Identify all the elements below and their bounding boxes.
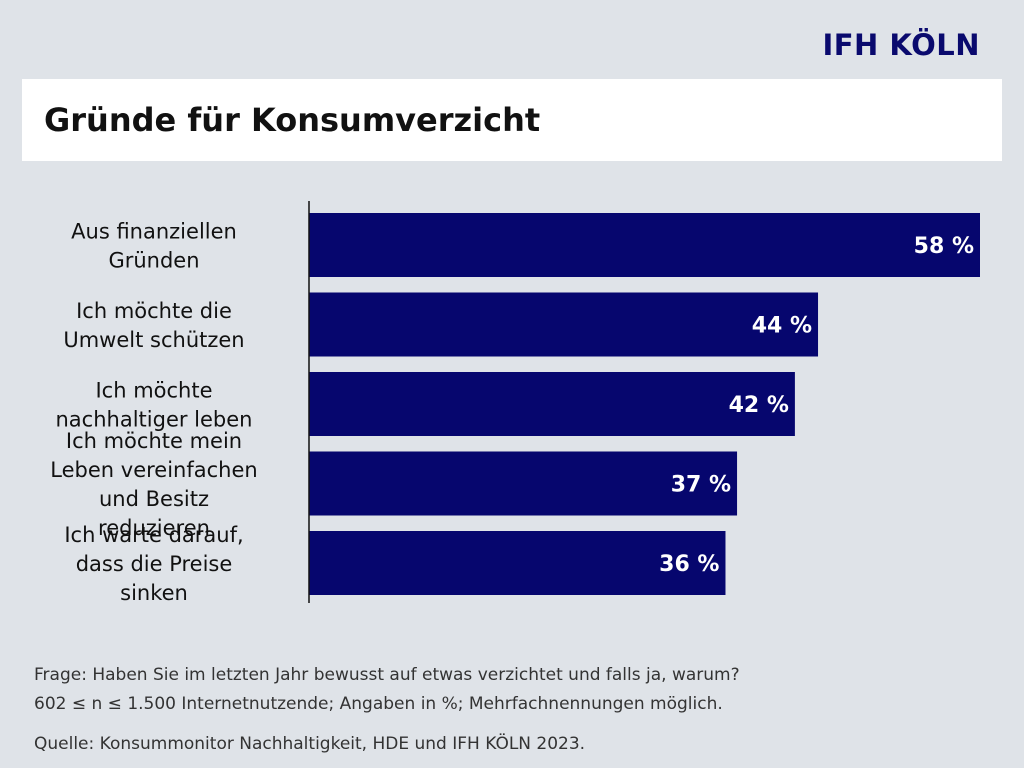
title-box: Gründe für Konsumverzicht [22, 79, 1002, 161]
source-note: Quelle: Konsummonitor Nachhaltigkeit, HD… [34, 734, 586, 754]
bar [309, 451, 738, 516]
bar [309, 531, 726, 595]
data-label: 37 % [671, 473, 731, 498]
category-label: Aus finanziellen Gründen [71, 220, 237, 273]
category-label: Ich möchte die Umwelt schützen [63, 299, 244, 352]
category-label: Ich möchte mein Leben vereinfachen und Bes… [50, 429, 257, 540]
category-label: Ich möchte nachhaltiger leben [56, 379, 253, 432]
data-label: 42 % [729, 393, 789, 418]
bar [309, 213, 980, 277]
bar [309, 372, 795, 436]
question-line: Frage: Haben Sie im letzten Jahr bewusst… [34, 665, 740, 685]
data-label: 36 % [659, 552, 719, 577]
sample-line: 602 ≤ n ≤ 1.500 Internetnutzende; Angabe… [34, 694, 723, 714]
data-label: 58 % [914, 234, 974, 259]
bar-chart: 58 % Aus finanziellen Gründen 44 % Ich möcht… [50, 201, 980, 605]
brand-logo: IFH KÖLN [822, 28, 980, 62]
category-label: Ich warte darauf, dass die Preise sinken [64, 523, 243, 605]
chart-title: Gründe für Konsumverzicht [44, 101, 541, 139]
data-label: 44 % [752, 314, 812, 339]
question-notes: Frage: Haben Sie im letzten Jahr bewusst… [34, 661, 740, 719]
bar [309, 292, 819, 357]
